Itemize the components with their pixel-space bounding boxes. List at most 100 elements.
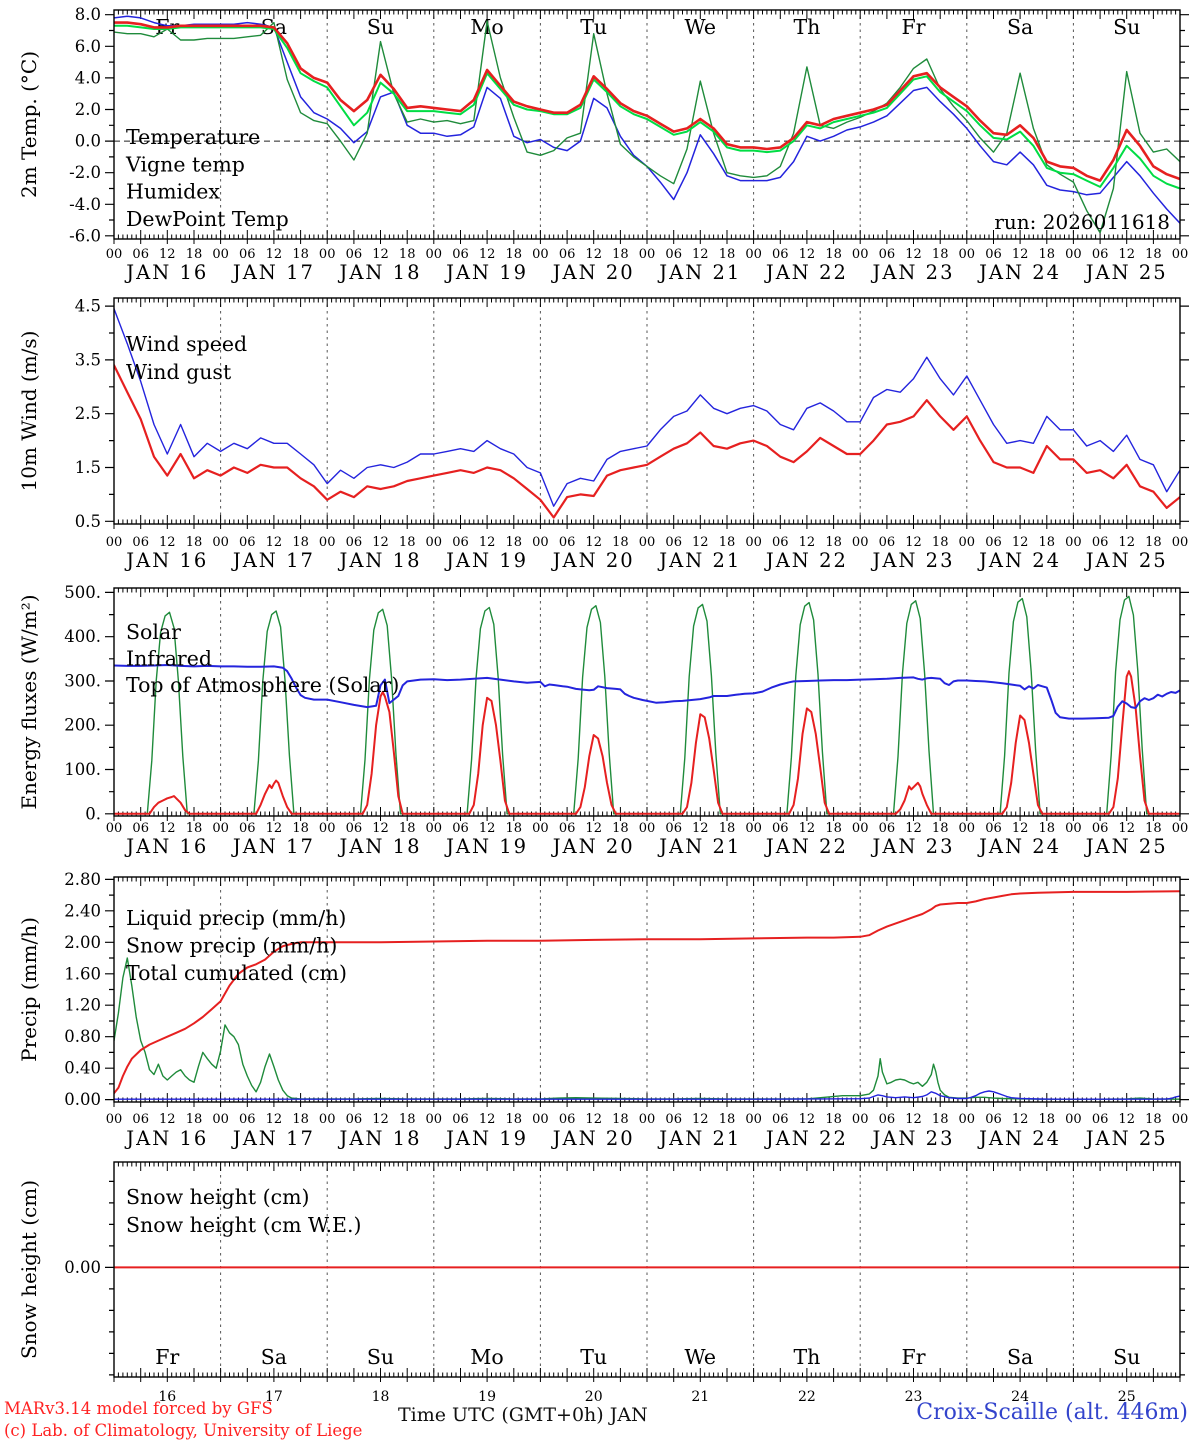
hour-tick-label: 12 bbox=[905, 247, 922, 262]
day-number-label: 17 bbox=[265, 1389, 283, 1405]
hour-tick-label: 12 bbox=[692, 821, 709, 836]
hour-tick-label: 00 bbox=[1172, 247, 1189, 262]
y-tick-label: 1.5 bbox=[75, 458, 101, 477]
day-number-label: 24 bbox=[1011, 1389, 1029, 1405]
hour-tick-label: 12 bbox=[692, 535, 709, 550]
hour-tick-label: 12 bbox=[692, 1112, 709, 1127]
y-tick-label: 0.5 bbox=[75, 512, 101, 531]
y-tick-label: 3.5 bbox=[75, 350, 101, 369]
hour-tick-label: 06 bbox=[985, 247, 1002, 262]
date-label: JAN 18 bbox=[338, 835, 422, 858]
hour-tick-label: 12 bbox=[799, 821, 816, 836]
y-tick-label: 1.20 bbox=[64, 996, 101, 1015]
hour-tick-label: 12 bbox=[266, 247, 283, 262]
hour-tick-label: 12 bbox=[585, 247, 602, 262]
hour-tick-label: 06 bbox=[346, 821, 363, 836]
hour-tick-label: 12 bbox=[799, 1112, 816, 1127]
day-name-label: We bbox=[685, 15, 717, 39]
hour-tick-label: 18 bbox=[1039, 1112, 1056, 1127]
hour-tick-label: 00 bbox=[745, 247, 762, 262]
legend-label: Snow height (cm) bbox=[126, 1185, 310, 1209]
day-name-label: Fr bbox=[155, 1345, 179, 1369]
hour-tick-label: 12 bbox=[1118, 821, 1135, 836]
hour-tick-label: 06 bbox=[239, 247, 256, 262]
day-number-label: 23 bbox=[905, 1389, 923, 1405]
hour-tick-label: 18 bbox=[612, 247, 629, 262]
date-label: JAN 22 bbox=[764, 835, 848, 858]
hour-tick-label: 18 bbox=[825, 535, 842, 550]
model-credit: MARv3.14 model forced by GFS (c) Lab. of… bbox=[4, 1398, 362, 1440]
hour-tick-label: 18 bbox=[825, 247, 842, 262]
hour-tick-label: 06 bbox=[1092, 247, 1109, 262]
date-label: JAN 16 bbox=[124, 835, 208, 858]
day-name-label: We bbox=[685, 1345, 717, 1369]
y-ticks bbox=[105, 878, 1189, 1101]
y-ticks bbox=[105, 14, 1189, 237]
hour-tick-label: 06 bbox=[879, 1112, 896, 1127]
day-name-label: Sa bbox=[1007, 1345, 1033, 1369]
legend-label: Temperature bbox=[126, 125, 260, 149]
hour-tick-label: 18 bbox=[399, 535, 416, 550]
hour-tick-label: 00 bbox=[1065, 821, 1082, 836]
hour-tick-label: 18 bbox=[719, 821, 736, 836]
legend-label: Top of Atmosphere (Solar) bbox=[126, 673, 399, 697]
hour-tick-label: 12 bbox=[799, 535, 816, 550]
y-tick-label: 6.0 bbox=[75, 37, 101, 56]
day-name-label: Su bbox=[367, 1345, 394, 1369]
hour-tick-label: 12 bbox=[692, 247, 709, 262]
hour-tick-label: 06 bbox=[879, 535, 896, 550]
hour-tick-label: 12 bbox=[479, 1112, 496, 1127]
hour-tick-label: 06 bbox=[346, 247, 363, 262]
hour-tick-label: 00 bbox=[1065, 1112, 1082, 1127]
hour-tick-label: 18 bbox=[932, 247, 949, 262]
date-label: JAN 20 bbox=[551, 261, 635, 284]
hour-tick-label: 06 bbox=[985, 821, 1002, 836]
hour-tick-label: 06 bbox=[346, 535, 363, 550]
hour-tick-label: 18 bbox=[612, 535, 629, 550]
day-number-label: 21 bbox=[691, 1389, 709, 1405]
hour-tick-label: 06 bbox=[452, 1112, 469, 1127]
model-credit-line2: (c) Lab. of Climatology, University of L… bbox=[4, 1420, 363, 1440]
legend-label: Humidex bbox=[126, 180, 220, 204]
panel-border bbox=[113, 587, 1181, 817]
hour-tick-label: 06 bbox=[132, 535, 149, 550]
y-tick-label: -4.0 bbox=[69, 195, 101, 214]
date-label: JAN 17 bbox=[231, 549, 315, 572]
hour-tick-label: 06 bbox=[665, 821, 682, 836]
y-tick-label: 8.0 bbox=[75, 5, 101, 24]
dewpoint-temp-line bbox=[114, 24, 1180, 190]
hour-tick-label: 06 bbox=[772, 247, 789, 262]
hour-tick-label: 00 bbox=[319, 535, 336, 550]
hour-tick-label: 00 bbox=[212, 1112, 229, 1127]
y-tick-label: 0.00 bbox=[64, 1258, 101, 1277]
hour-tick-label: 18 bbox=[1145, 535, 1162, 550]
station-label: Croix-Scaille (alt. 446m) bbox=[916, 1400, 1188, 1425]
hour-tick-label: 06 bbox=[452, 535, 469, 550]
date-label: JAN 17 bbox=[231, 1127, 315, 1150]
date-label: JAN 16 bbox=[124, 1127, 208, 1150]
hour-tick-label: 18 bbox=[292, 821, 309, 836]
y-axis-label: 2m Temp. (°C) bbox=[17, 51, 41, 198]
date-label: JAN 20 bbox=[551, 549, 635, 572]
y-tick-label: 4.0 bbox=[75, 68, 101, 87]
hour-tick-label: 00 bbox=[639, 247, 656, 262]
date-label: JAN 21 bbox=[657, 1127, 741, 1150]
hour-tick-label: 06 bbox=[1092, 1112, 1109, 1127]
hour-tick-label: 18 bbox=[292, 1112, 309, 1127]
hour-tick-label: 12 bbox=[905, 1112, 922, 1127]
hour-tick-label: 06 bbox=[772, 1112, 789, 1127]
hour-tick-label: 12 bbox=[372, 247, 389, 262]
hour-tick-label: 12 bbox=[1118, 247, 1135, 262]
day-number-label: 25 bbox=[1118, 1389, 1136, 1405]
hour-tick-label: 18 bbox=[1145, 247, 1162, 262]
legend-label: Snow height (cm W.E.) bbox=[126, 1213, 362, 1237]
legend-label: Liquid precip (mm/h) bbox=[126, 906, 346, 930]
hour-tick-label: 06 bbox=[985, 535, 1002, 550]
day-name-label: Su bbox=[367, 15, 394, 39]
date-label: JAN 24 bbox=[977, 1127, 1061, 1150]
hour-tick-label: 12 bbox=[585, 821, 602, 836]
hour-tick-label: 18 bbox=[1039, 535, 1056, 550]
date-label: JAN 24 bbox=[977, 835, 1061, 858]
y-axis-label: Precip (mm/h) bbox=[17, 917, 41, 1062]
hour-tick-label: 12 bbox=[1012, 535, 1029, 550]
